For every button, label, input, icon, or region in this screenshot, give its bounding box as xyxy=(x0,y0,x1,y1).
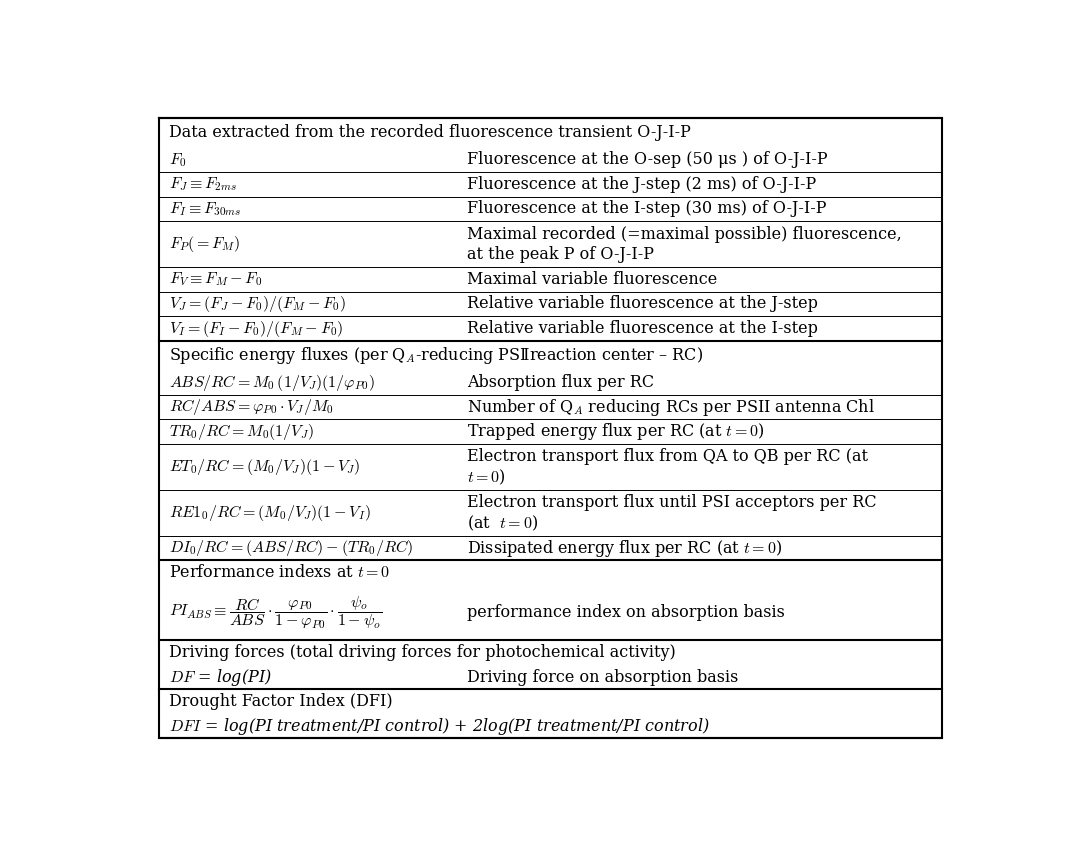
Text: $DI_0/RC=(ABS/RC)-(TR_0/RC)$: $DI_0/RC=(ABS/RC)-(TR_0/RC)$ xyxy=(170,538,413,558)
Text: $F_I\equiv F_{30ms}$: $F_I\equiv F_{30ms}$ xyxy=(170,200,242,218)
Text: $DFI$ = log(PI treatment/PI control) + 2log(PI treatment/PI control): $DFI$ = log(PI treatment/PI control) + 2… xyxy=(170,716,710,737)
Text: Maximal variable fluorescence: Maximal variable fluorescence xyxy=(467,271,717,288)
Text: $PI_{ABS}\equiv\dfrac{RC}{ABS}\cdot\dfrac{\varphi_{P0}}{1-\varphi_{P0}}\cdot\dfr: $PI_{ABS}\equiv\dfrac{RC}{ABS}\cdot\dfra… xyxy=(170,594,382,631)
Text: at the peak P of O-J-I-P: at the peak P of O-J-I-P xyxy=(467,246,654,263)
Text: $RE1_0/RC=(M_0/V_J)(1-V_I)$: $RE1_0/RC=(M_0/V_J)(1-V_I)$ xyxy=(170,503,371,523)
Text: $TR_0/RC=M_0(1/V_J)$: $TR_0/RC=M_0(1/V_J)$ xyxy=(170,421,315,442)
Text: $F_P(=F_M)$: $F_P(=F_M)$ xyxy=(170,234,241,254)
Text: $V_I=(F_I-F_0)/(F_M-F_0)$: $V_I=(F_I-F_0)/(F_M-F_0)$ xyxy=(170,319,344,338)
Text: Driving force on absorption basis: Driving force on absorption basis xyxy=(467,668,739,685)
Text: $F_V\equiv F_M-F_0$: $F_V\equiv F_M-F_0$ xyxy=(170,271,262,288)
Text: Relative variable fluorescence at the J-step: Relative variable fluorescence at the J-… xyxy=(467,295,818,313)
Text: Maximal recorded (=maximal possible) fluorescence,: Maximal recorded (=maximal possible) flu… xyxy=(467,226,902,243)
Text: $F_0$: $F_0$ xyxy=(170,151,187,169)
Text: Data extracted from the recorded fluorescence transient O-J-I-P: Data extracted from the recorded fluores… xyxy=(170,125,691,142)
Text: $ET_0/RC=(M_0/V_J)(1-V_J)$: $ET_0/RC=(M_0/V_J)(1-V_J)$ xyxy=(170,457,361,477)
Text: $t=0$): $t=0$) xyxy=(467,467,506,487)
Text: performance index on absorption basis: performance index on absorption basis xyxy=(467,604,785,621)
Text: Trapped energy flux per RC (at $t=0$): Trapped energy flux per RC (at $t=0$) xyxy=(467,421,765,442)
Text: Drought Factor Index (DFI): Drought Factor Index (DFI) xyxy=(170,693,393,710)
Text: Number of Q$_A$ reducing RCs per PSII antenna Chl: Number of Q$_A$ reducing RCs per PSII an… xyxy=(467,397,875,417)
Text: Relative variable fluorescence at the I-step: Relative variable fluorescence at the I-… xyxy=(467,320,818,337)
Text: Driving forces (total driving forces for photochemical activity): Driving forces (total driving forces for… xyxy=(170,644,676,661)
Text: Electron transport flux from QA to QB per RC (at: Electron transport flux from QA to QB pe… xyxy=(467,449,868,466)
Text: $DF$ = log(PI): $DF$ = log(PI) xyxy=(170,667,272,688)
Text: $RC/ABS=\varphi_{P0}\cdot V_J/M_0$: $RC/ABS=\varphi_{P0}\cdot V_J/M_0$ xyxy=(170,397,334,417)
Text: Dissipated energy flux per RC (at $t=0$): Dissipated energy flux per RC (at $t=0$) xyxy=(467,538,782,559)
Text: Fluorescence at the I-step (30 ms) of O-J-I-P: Fluorescence at the I-step (30 ms) of O-… xyxy=(467,200,827,217)
Text: (at  $t=0$): (at $t=0$) xyxy=(467,513,538,533)
Text: $ABS/RC=M_0\,(1/V_J)(1/\varphi_{P0})$: $ABS/RC=M_0\,(1/V_J)(1/\varphi_{P0})$ xyxy=(170,372,375,393)
Text: Performance indexs at $t=0$: Performance indexs at $t=0$ xyxy=(170,564,391,581)
Text: Electron transport flux until PSI acceptors per RC: Electron transport flux until PSI accept… xyxy=(467,494,876,511)
Text: $F_J\equiv F_{2ms}$: $F_J\equiv F_{2ms}$ xyxy=(170,176,237,193)
Text: Fluorescence at the O-sep (50 μs ) of O-J-I-P: Fluorescence at the O-sep (50 μs ) of O-… xyxy=(467,151,828,168)
Text: Specific energy fluxes (per Q$_A$-reducing PSⅡreaction center – RC): Specific energy fluxes (per Q$_A$-reduci… xyxy=(170,345,703,366)
Text: Absorption flux per RC: Absorption flux per RC xyxy=(467,374,654,391)
Text: $V_J=(F_J-F_0)/(F_M-F_0)$: $V_J=(F_J-F_0)/(F_M-F_0)$ xyxy=(170,294,347,314)
Text: Fluorescence at the J-step (2 ms) of O-J-I-P: Fluorescence at the J-step (2 ms) of O-J… xyxy=(467,176,816,192)
